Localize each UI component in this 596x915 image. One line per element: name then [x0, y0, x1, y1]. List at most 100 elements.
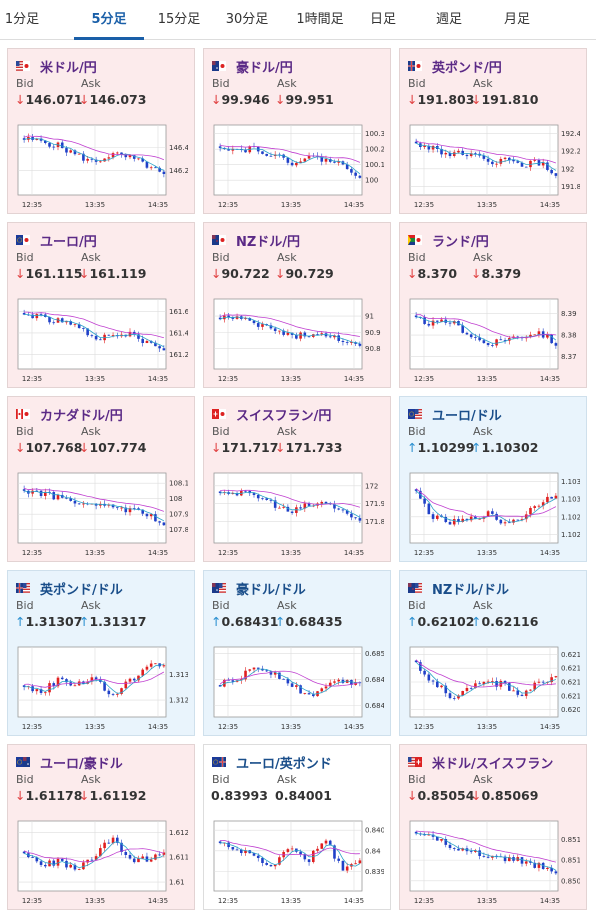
rate-card[interactable]: 米ドル/スイスフラン Bid Ask ↓0.85054 ↓0.85069 12:35 13:… [399, 744, 587, 910]
bid-label: Bid [16, 425, 34, 438]
ca-jp-flag-icon [16, 409, 30, 419]
x-tick-label: 14:35 [148, 723, 168, 731]
tab-3[interactable]: 30分足 [225, 12, 269, 27]
ma-slow-line [416, 830, 556, 863]
candle-down [82, 328, 85, 329]
candle-down [546, 162, 549, 170]
candlestick-chart[interactable]: 12:35 13:35 14:35 161.6 161.4 161.2 [16, 297, 188, 383]
candlestick-chart[interactable]: 12:35 13:35 14:35 192.4 192.2 192 191.8 [408, 123, 580, 209]
candlestick-chart[interactable]: 12:35 13:35 14:35 108.1 108 107.9 107.8 [16, 471, 188, 557]
tab-6[interactable]: 週足 [435, 12, 462, 27]
ma-slow-line [219, 670, 360, 687]
candle-down [35, 490, 39, 492]
tab-1[interactable]: 5分足 [74, 0, 144, 40]
pair-title[interactable]: 英ポンド/円 [432, 61, 502, 76]
y-tick-label: 161.2 [169, 351, 188, 359]
candlestick-chart[interactable]: 12:35 13:35 14:35 172 171.9 171.8 [212, 471, 384, 557]
candlestick-chart[interactable]: 12:35 13:35 14:35 0.6216 0.6214 0.6212 0.621 0.… [408, 645, 580, 731]
candlestick-chart[interactable]: 12:35 13:35 14:35 8.39 8.38 8.37 [408, 297, 580, 383]
candle-down [65, 497, 68, 499]
ask-price: ↑0.68435 [275, 614, 343, 629]
candle-up [554, 676, 558, 678]
candlestick-chart[interactable]: 12:35 13:35 14:35 1.313 1.3125 [16, 645, 188, 731]
rate-card[interactable]: 英ポンド/ドル Bid Ask ↑1.31307 ↑1.31317 12:35 13:35 1… [7, 570, 195, 736]
rate-card[interactable]: 豪ドル/円 Bid Ask ↓99.946 ↓99.951 12:35 13:35 14:35… [203, 48, 391, 214]
candlestick-chart[interactable]: 12:35 13:35 14:35 100.3 100.2 100.1 100 [212, 123, 384, 209]
bid-label: Bid [408, 425, 426, 438]
rate-card[interactable]: ユーロ/英ポンド Bid Ask 0.83993 0.84001 12:35 13:35 14… [203, 744, 391, 910]
za-jp-flag-icon [408, 235, 422, 245]
candle-down [22, 851, 26, 854]
rate-card[interactable]: NZドル/ドル Bid Ask ↑0.62102 ↑0.62116 12:35 13:35 1… [399, 570, 587, 736]
candle-down [278, 672, 281, 679]
pair-title[interactable]: カナダドル/円 [40, 409, 123, 424]
ma-fast-line [219, 316, 360, 344]
tab-2[interactable]: 15分足 [157, 12, 201, 27]
candle-down [465, 518, 469, 521]
candle-down [158, 346, 161, 349]
candle-up [469, 516, 473, 521]
candle-down [448, 322, 452, 324]
candlestick-chart[interactable]: 12:35 13:35 14:35 0.685 0.6845 0.684 [212, 645, 384, 731]
rate-card[interactable]: 米ドル/円 Bid Ask ↓146.071 ↓146.073 12:35 13:35 14:… [7, 48, 195, 214]
tab-4[interactable]: 1時間足 [296, 12, 344, 27]
candle-down [231, 847, 235, 850]
candlestick-chart[interactable]: 12:35 13:35 14:35 146.4 146.2 [16, 123, 188, 209]
gb-us-flag-icon [16, 583, 30, 593]
rate-card[interactable]: ユーロ/豪ドル Bid Ask ↓1.61178 ↓1.61192 12:35 13:35 1… [7, 744, 195, 910]
pair-title[interactable]: ユーロ/英ポンド [236, 757, 332, 772]
pair-title[interactable]: 米ドル/円 [40, 61, 97, 76]
pair-title[interactable]: ランド/円 [432, 235, 489, 250]
x-tick-label: 14:35 [344, 897, 364, 905]
y-tick-label: 1.313 [169, 671, 188, 679]
tab-7[interactable]: 月足 [503, 12, 530, 27]
candle-down [60, 677, 64, 680]
candle-down [269, 671, 273, 675]
rate-card[interactable]: ランド/円 Bid Ask ↓8.370 ↓8.379 12:35 13:35 14:35 8.… [399, 222, 587, 388]
pair-title[interactable]: NZドル/円 [236, 235, 301, 250]
down-arrow-icon: ↓ [471, 266, 482, 281]
candle-down [503, 856, 507, 862]
rate-card[interactable]: ユーロ/ドル Bid Ask ↑1.10299 ↑1.10302 12:35 13:35 14… [399, 396, 587, 562]
tab-5[interactable]: 日足 [369, 12, 396, 27]
pair-title[interactable]: ユーロ/豪ドル [40, 757, 123, 772]
candlestick-chart[interactable]: 12:35 13:35 14:35 1.1032 1.103 1.1028 1.1026 [408, 471, 580, 557]
candlestick-chart[interactable]: 12:35 13:35 14:35 0.8515 0.851 0.8505 [408, 819, 580, 905]
pair-title[interactable]: NZドル/ドル [432, 583, 510, 598]
rate-card[interactable]: NZドル/円 Bid Ask ↓90.722 ↓90.729 12:35 13:35 14:3… [203, 222, 391, 388]
rate-card[interactable]: 豪ドル/ドル Bid Ask ↑0.68431 ↑0.68435 12:35 13:35 14… [203, 570, 391, 736]
candle-up [128, 331, 132, 337]
candle-down [550, 867, 553, 872]
candle-down [128, 854, 132, 859]
candle-down [261, 858, 264, 863]
candle-up [299, 161, 302, 163]
tab-0[interactable]: 1分足 [4, 12, 40, 27]
bid-price: ↓8.370 [407, 266, 458, 281]
candle-down [358, 518, 362, 521]
candle-up [541, 162, 545, 166]
bid-label: Bid [212, 251, 230, 264]
candlestick-chart[interactable]: 12:35 13:35 14:35 1.612 1.611 1.61 [16, 819, 188, 905]
pair-title[interactable]: 英ポンド/ドル [40, 583, 123, 598]
candle-down [358, 343, 362, 346]
candlestick-chart[interactable]: 12:35 13:35 14:35 0.8402 0.84 0.8398 [212, 819, 384, 905]
pair-title[interactable]: 米ドル/スイスフラン [432, 757, 554, 772]
candle-down [120, 842, 123, 852]
pair-title[interactable]: 豪ドル/ドル [236, 583, 306, 598]
x-tick-label: 13:35 [281, 549, 301, 557]
y-tick-label: 0.851 [561, 857, 580, 865]
pair-title[interactable]: ユーロ/ドル [432, 409, 502, 424]
pair-title[interactable]: ユーロ/円 [40, 235, 97, 250]
candle-down [461, 325, 465, 333]
y-tick-label: 107.8 [169, 526, 188, 534]
bid-price: ↓1.61178 [15, 788, 83, 803]
rate-card[interactable]: ユーロ/円 Bid Ask ↓161.115 ↓161.119 12:35 13:35 14:… [7, 222, 195, 388]
pair-title[interactable]: 豪ドル/円 [236, 61, 293, 76]
candlestick-chart[interactable]: 12:35 13:35 14:35 91 90.9 90.8 [212, 297, 384, 383]
x-tick-label: 13:35 [85, 375, 105, 383]
pair-title[interactable]: スイスフラン/円 [236, 409, 332, 424]
rate-card[interactable]: スイスフラン/円 Bid Ask ↓171.717 ↓171.733 12:35 13:35… [203, 396, 391, 562]
rate-card[interactable]: 英ポンド/円 Bid Ask ↓191.803 ↓191.810 12:35 13:35 14… [399, 48, 587, 214]
rate-card[interactable]: カナダドル/円 Bid Ask ↓107.768 ↓107.774 12:35 13:35 1… [7, 396, 195, 562]
candle-down [145, 513, 149, 517]
